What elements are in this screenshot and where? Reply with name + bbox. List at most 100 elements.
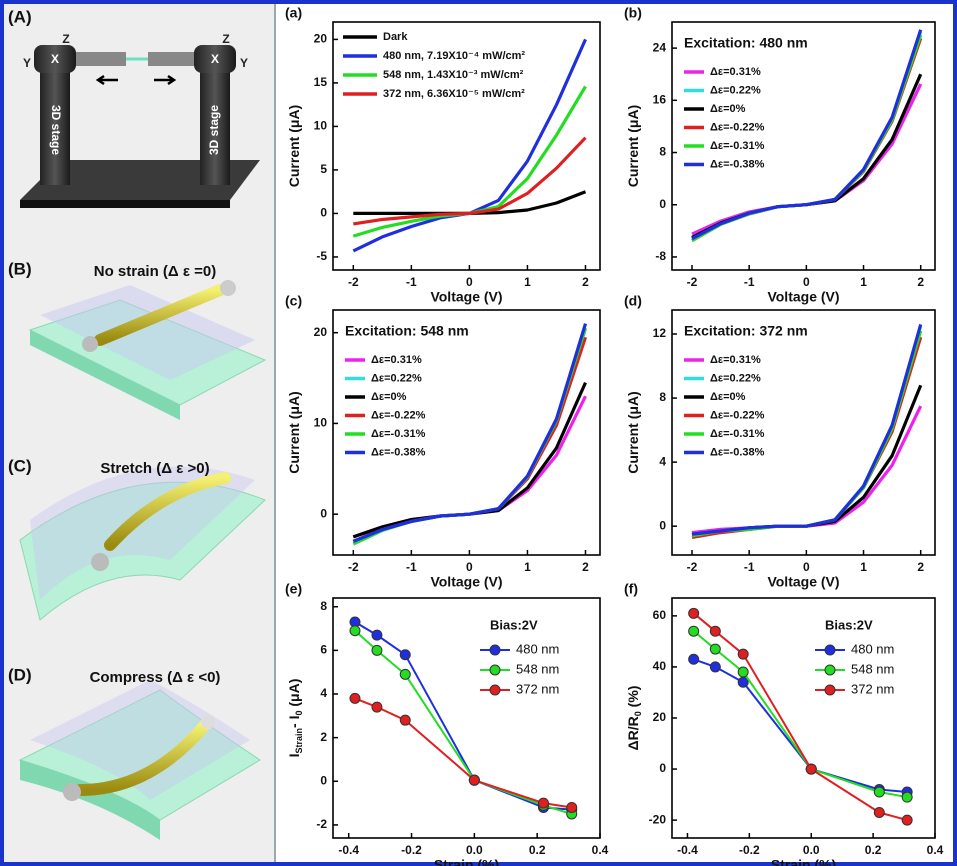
x-axis-label: Strain (%) (434, 857, 499, 866)
x-tick-label: 1 (860, 275, 867, 289)
plot-frame (332, 21, 601, 271)
data-point (349, 625, 361, 637)
x-tick-label: 2 (582, 275, 589, 289)
legend-label: Δε=0.31% (710, 66, 761, 78)
data-point (349, 692, 361, 704)
legend-label: Δε=-0.38% (710, 158, 765, 170)
y-tick-label: 4 (659, 454, 666, 468)
data-point (737, 666, 749, 678)
legend-label: Δε=0.31% (710, 354, 761, 366)
x-tick-label: -0.2 (739, 843, 760, 857)
y-axis-label: Current (μA) (286, 105, 302, 187)
annotation: Excitation: 548 nm (345, 323, 469, 339)
y-tick-label: 20 (314, 32, 328, 46)
data-point (468, 774, 480, 786)
y-axis-label-part: Current (μA) (286, 391, 302, 473)
panel-label: (A) (8, 7, 32, 26)
x-tick-label: -1 (406, 560, 417, 574)
data-point (537, 797, 549, 809)
y-axis-label-part: 0 (294, 711, 304, 716)
x-axis-label: Voltage (V) (767, 574, 839, 590)
y-tick-label: 20 (653, 710, 667, 724)
x-tick-label: -0.2 (401, 843, 422, 857)
data-point (709, 643, 721, 655)
x-tick-label: -2 (687, 275, 698, 289)
stage-axis-label: Y (240, 56, 248, 70)
series-line (353, 136, 587, 226)
legend-marker (824, 684, 836, 696)
y-tick-label: 20 (314, 325, 328, 339)
data-point (901, 791, 913, 803)
data-point (399, 668, 411, 680)
x-tick-label: 0 (466, 560, 473, 574)
substrate-illustration (19, 466, 266, 621)
plot-frame (671, 309, 936, 556)
y-tick-label: 6 (320, 643, 327, 657)
x-tick-label: 2 (917, 560, 924, 574)
panel-label: (f) (624, 581, 638, 597)
y-tick-label: 10 (314, 416, 328, 430)
series-line (691, 323, 923, 536)
stage-illustration: X Z Y X Z Y 3D stage 3D stage (20, 32, 260, 208)
y-axis-label: IStrain- I0 (μA) (286, 679, 305, 758)
x-tick-label: 0.4 (592, 843, 609, 857)
legend-label: 372 nm (851, 681, 894, 696)
y-tick-label: -20 (649, 812, 667, 826)
data-point (566, 801, 578, 813)
legend-label: Δε=-0.31% (371, 428, 426, 440)
y-axis-label: Current (μA) (625, 105, 641, 187)
y-tick-label: 10 (314, 119, 328, 133)
y-tick-label: 12 (653, 326, 667, 340)
annotation: Excitation: 372 nm (684, 323, 808, 339)
legend-label: Δε=0.22% (710, 84, 761, 96)
data-point (399, 649, 411, 661)
panel-label: (C) (8, 456, 32, 475)
caption: Stretch (Δ ε >0) (100, 460, 209, 477)
panel-label: (d) (624, 293, 642, 309)
y-axis-label: ΔR/R0 (%) (625, 686, 644, 751)
legend-label: Δε=0% (371, 391, 407, 403)
x-tick-label: 0.4 (927, 843, 944, 857)
y-tick-label: -5 (316, 249, 327, 263)
y-tick-label: 8 (659, 145, 666, 159)
data-point (873, 786, 885, 798)
y-axis-label: Current (μA) (286, 391, 302, 473)
legend-label: Δε=0.22% (710, 372, 761, 384)
x-axis-label: Voltage (V) (430, 574, 502, 590)
legend-label: Δε=0% (710, 103, 746, 115)
x-tick-label: -2 (348, 275, 359, 289)
x-tick-label: 2 (917, 275, 924, 289)
legend-label: 372 nm (516, 681, 559, 696)
legend-label: Δε=0.22% (371, 372, 422, 384)
y-axis-label-part: - I (286, 716, 302, 728)
y-tick-label: 0 (659, 518, 666, 532)
data-point (371, 629, 383, 641)
y-axis-label-part: Current (μA) (625, 105, 641, 187)
x-tick-label: 0.0 (466, 843, 483, 857)
y-axis-label: Current (μA) (625, 391, 641, 473)
y-tick-label: 0 (659, 197, 666, 211)
plot-frame (332, 309, 601, 556)
panel-label: (b) (624, 5, 642, 21)
x-tick-label: 0.0 (803, 843, 820, 857)
legend-label: 480 nm (516, 641, 559, 656)
y-tick-label: 40 (653, 659, 667, 673)
chart: -0.4 -0.2 0.0 0.2 0.4 -2 0 2 4 6 8 (e) Strain (%) ISt… (285, 581, 609, 866)
x-tick-label: 0 (466, 275, 473, 289)
legend-marker (824, 664, 836, 676)
series-line (691, 29, 923, 241)
data-point (873, 806, 885, 818)
legend-label: Δε=-0.22% (710, 409, 765, 421)
plot-frame (671, 597, 936, 839)
x-tick-label: 1 (524, 560, 531, 574)
substrate-illustration (28, 280, 267, 420)
x-tick-label: -2 (348, 560, 359, 574)
data-point (371, 644, 383, 656)
x-tick-label: -1 (406, 275, 417, 289)
y-tick-label: 16 (653, 92, 667, 106)
y-axis-label-part: I (286, 753, 302, 757)
caption: No strain (Δ ε =0) (94, 263, 217, 280)
